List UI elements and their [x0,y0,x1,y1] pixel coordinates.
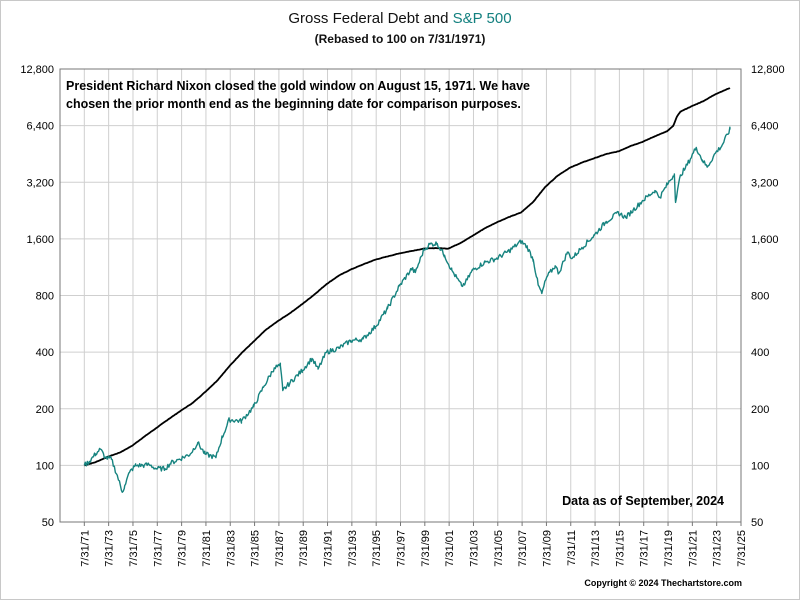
x-tick-label: 7/31/05 [493,530,505,567]
x-axis: 7/31/71 7/31/73 7/31/75 7/31/77 7/31/79 7/31/… [79,522,748,567]
x-tick-label: 7/31/13 [590,530,602,567]
x-tick-label: 7/31/93 [347,530,359,567]
x-tick-label: 7/31/17 [639,530,651,567]
x-tick-label: 7/31/03 [468,530,480,567]
grid-lines [60,69,742,522]
y-axis-left: 50 100 200 400 800 1,600 3,200 6,400 12,800 [20,64,54,529]
x-tick-label: 7/31/75 [128,530,140,567]
chart-title-debt: Gross Federal Debt and [288,10,449,27]
series-lines [83,87,731,493]
x-tick-label: 7/31/77 [152,530,164,567]
y-tick-label-right: 200 [751,404,769,416]
x-tick-label: 7/31/11 [566,530,578,566]
chart-title-sp500: S&P 500 [452,10,512,27]
annotation-line-2: chosen the prior month end as the beginn… [66,97,521,111]
x-tick-label: 7/31/21 [687,530,699,567]
x-tick-label: 7/31/71 [79,530,91,567]
y-tick-label-left: 1,600 [26,234,54,246]
y-tick-label-left: 12,800 [20,64,54,76]
y-tick-label-left: 800 [36,291,54,303]
x-tick-label: 7/31/15 [614,530,626,567]
y-tick-label-right: 1,600 [751,234,779,246]
y-tick-label-right: 400 [751,347,769,359]
x-tick-label: 7/31/95 [371,530,383,567]
y-tick-label-right: 12,800 [751,64,785,76]
x-tick-label: 7/31/83 [225,530,237,567]
y-tick-label-left: 6,400 [26,121,54,133]
gross-federal-debt-line [84,87,731,467]
x-tick-label: 7/31/01 [444,530,456,567]
x-tick-label: 7/31/79 [177,530,189,567]
x-tick-label: 7/31/25 [736,530,748,567]
copyright-text: Copyright © 2024 Thechartstore.com [584,578,742,588]
y-tick-label-left: 50 [42,517,54,529]
y-tick-label-right: 6,400 [751,121,779,133]
y-tick-label-right: 3,200 [751,177,779,189]
y-tick-label-right: 100 [751,460,769,472]
y-tick-label-right: 800 [751,291,769,303]
x-tick-label: 7/31/81 [201,530,213,567]
x-tick-label: 7/31/87 [274,530,286,567]
sp500-line [83,126,731,493]
y-axis-right: 50 100 200 400 800 1,600 3,200 6,400 12,800 [751,64,785,529]
y-tick-label-left: 100 [36,460,54,472]
y-tick-label-left: 400 [36,347,54,359]
chart-title: Gross Federal Debt and S&P 500 [0,10,800,27]
y-tick-label-right: 50 [751,517,763,529]
chart-subtitle: (Rebased to 100 on 7/31/1971) [314,32,486,46]
y-tick-label-left: 200 [36,404,54,416]
x-tick-label: 7/31/91 [323,530,335,567]
x-tick-label: 7/31/73 [104,530,116,567]
annotation-line-1: President Richard Nixon closed the gold … [66,79,530,93]
x-tick-label: 7/31/97 [396,530,408,567]
x-tick-label: 7/31/07 [517,530,529,567]
x-tick-label: 7/31/23 [712,530,724,567]
x-tick-label: 7/31/89 [298,530,310,567]
x-tick-label: 7/31/09 [541,530,553,567]
x-tick-label: 7/31/99 [420,530,432,567]
x-tick-label: 7/31/85 [250,530,262,567]
x-tick-label: 7/31/19 [663,530,675,567]
data-as-of-note: Data as of September, 2024 [562,494,724,508]
y-tick-label-left: 3,200 [26,177,54,189]
